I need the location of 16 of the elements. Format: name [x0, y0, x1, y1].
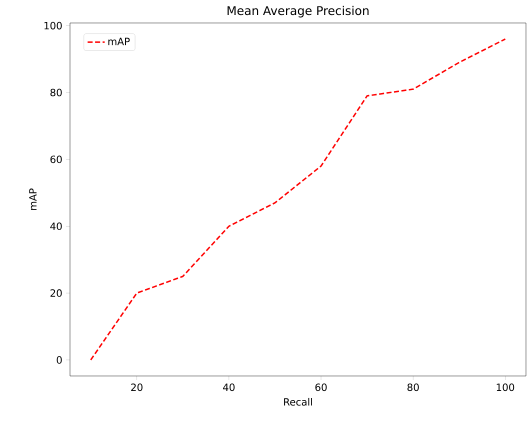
y-tick-label: 60	[50, 156, 62, 164]
x-tick-label: 20	[131, 384, 142, 392]
y-tick-label: 0	[56, 356, 62, 364]
y-tick-label: 100	[44, 22, 62, 30]
line-series	[90, 38, 506, 361]
chart-title: Mean Average Precision	[228, 6, 369, 18]
y-axis-title: mAP	[29, 188, 37, 210]
x-tick-label: 60	[315, 384, 327, 392]
y-tick-label: 40	[50, 222, 62, 230]
x-tick-label: 100	[496, 384, 514, 392]
y-tick-label: 20	[50, 289, 62, 297]
x-tick-label: 40	[223, 384, 235, 392]
legend-label: mAP	[108, 38, 130, 46]
x-axis-title: Recall	[284, 398, 312, 406]
x-tick-label: 80	[407, 384, 419, 392]
y-tick-label: 80	[50, 88, 62, 96]
